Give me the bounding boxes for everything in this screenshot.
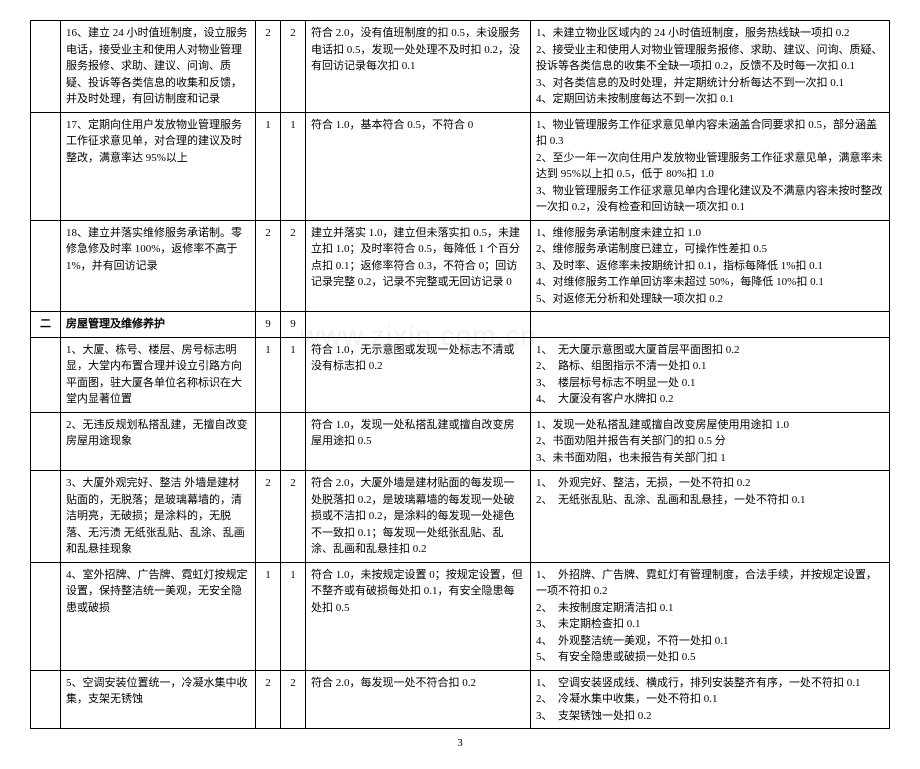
table-row: 16、建立 24 小时值班制度，设立服务电话，接受业主和使用人对物业管理服务报修…: [31, 21, 890, 113]
detail-cell: 1、 空调安装竖成线、横成行，排列安装整齐有序，一处不符扣 0.12、 冷凝水集…: [531, 670, 890, 729]
standard-cell: 建立并落实 1.0，建立但未落实扣 0.5，未建立扣 1.0；及时率符合 0.5…: [306, 220, 531, 312]
score2-cell: 1: [281, 562, 306, 670]
section-cell: [31, 112, 61, 220]
section-cell: [31, 562, 61, 670]
score2-cell: [281, 412, 306, 471]
detail-cell: 1、 无大厦示意图或大厦首层平面图扣 0.22、 路标、组图指示不清一处扣 0.…: [531, 337, 890, 412]
score1-cell: 1: [256, 112, 281, 220]
section-cell: [31, 220, 61, 312]
standard-cell: 符合 1.0，基本符合 0.5，不符合 0: [306, 112, 531, 220]
section-cell: [31, 412, 61, 471]
item-cell: 1、大厦、栋号、楼层、房号标志明显，大堂内布置合理并设立引路方向平面图，驻大厦各…: [61, 337, 256, 412]
table-row: 2、无违反规划私搭乱建，无擅自改变房屋用途现象符合 1.0，发现一处私搭乱建或擅…: [31, 412, 890, 471]
score2-cell: 2: [281, 471, 306, 563]
score2-cell: 1: [281, 112, 306, 220]
score1-cell: 2: [256, 471, 281, 563]
score1-cell: 9: [256, 312, 281, 338]
score2-cell: 9: [281, 312, 306, 338]
item-cell: 5、空调安装位置统一，冷凝水集中收集，支架无锈蚀: [61, 670, 256, 729]
score1-cell: [256, 412, 281, 471]
item-cell: 3、大厦外观完好、整洁 外墙是建材贴面的，无脱落；是玻璃幕墙的，清洁明亮，无破损…: [61, 471, 256, 563]
item-cell: 17、定期向住用户发放物业管理服务工作征求意见单，对合理的建议及时整改，满意率达…: [61, 112, 256, 220]
table-row: 18、建立并落实维修服务承诺制。零修急修及时率 100%，返修率不高于 1%，并…: [31, 220, 890, 312]
score1-cell: 1: [256, 337, 281, 412]
standard-cell: 符合 2.0，没有值班制度的扣 0.5，未设服务电话扣 0.5，发现一处处理不及…: [306, 21, 531, 113]
score1-cell: 2: [256, 21, 281, 113]
assessment-table: 16、建立 24 小时值班制度，设立服务电话，接受业主和使用人对物业管理服务报修…: [30, 20, 890, 729]
section-cell: 二: [31, 312, 61, 338]
score2-cell: 2: [281, 21, 306, 113]
detail-cell: 1、物业管理服务工作征求意见单内容未涵盖合同要求扣 0.5，部分涵盖扣 0.32…: [531, 112, 890, 220]
score1-cell: 2: [256, 670, 281, 729]
page-number: 3: [30, 737, 890, 749]
table-row: 二房屋管理及维修养护99: [31, 312, 890, 338]
item-cell: 房屋管理及维修养护: [61, 312, 256, 338]
item-cell: 4、室外招牌、广告牌、霓虹灯按规定设置，保持整洁统一美观，无安全隐患或破损: [61, 562, 256, 670]
item-cell: 2、无违反规划私搭乱建，无擅自改变房屋用途现象: [61, 412, 256, 471]
table-row: 3、大厦外观完好、整洁 外墙是建材贴面的，无脱落；是玻璃幕墙的，清洁明亮，无破损…: [31, 471, 890, 563]
standard-cell: 符合 1.0，未按规定设置 0；按规定设置，但不整齐或有破损每处扣 0.1，有安…: [306, 562, 531, 670]
score1-cell: 1: [256, 562, 281, 670]
item-cell: 18、建立并落实维修服务承诺制。零修急修及时率 100%，返修率不高于 1%，并…: [61, 220, 256, 312]
section-cell: [31, 337, 61, 412]
standard-cell: 符合 2.0，每发现一处不符合扣 0.2: [306, 670, 531, 729]
score2-cell: 1: [281, 337, 306, 412]
table-row: 4、室外招牌、广告牌、霓虹灯按规定设置，保持整洁统一美观，无安全隐患或破损11符…: [31, 562, 890, 670]
table-row: 1、大厦、栋号、楼层、房号标志明显，大堂内布置合理并设立引路方向平面图，驻大厦各…: [31, 337, 890, 412]
detail-cell: 1、 外观完好、整洁，无损，一处不符扣 0.22、 无纸张乱贴、乱涂、乱画和乱悬…: [531, 471, 890, 563]
score2-cell: 2: [281, 220, 306, 312]
section-cell: [31, 471, 61, 563]
standard-cell: 符合 1.0，发现一处私搭乱建或擅自改变房屋用途扣 0.5: [306, 412, 531, 471]
detail-cell: 1、发现一处私搭乱建或擅自改变房屋使用用途扣 1.02、书面劝阻并报告有关部门的…: [531, 412, 890, 471]
section-cell: [31, 21, 61, 113]
section-cell: [31, 670, 61, 729]
detail-cell: [531, 312, 890, 338]
detail-cell: 1、未建立物业区域内的 24 小时值班制度，服务热线缺一项扣 0.22、接受业主…: [531, 21, 890, 113]
score2-cell: 2: [281, 670, 306, 729]
score1-cell: 2: [256, 220, 281, 312]
item-cell: 16、建立 24 小时值班制度，设立服务电话，接受业主和使用人对物业管理服务报修…: [61, 21, 256, 113]
detail-cell: 1、 外招牌、广告牌、霓虹灯有管理制度，合法手续，并按规定设置，一项不符扣 0.…: [531, 562, 890, 670]
standard-cell: [306, 312, 531, 338]
detail-cell: 1、维修服务承诺制度未建立扣 1.02、维修服务承诺制度已建立，可操作性差扣 0…: [531, 220, 890, 312]
table-row: 17、定期向住用户发放物业管理服务工作征求意见单，对合理的建议及时整改，满意率达…: [31, 112, 890, 220]
standard-cell: 符合 2.0，大厦外墙是建材贴面的每发现一处脱落扣 0.2，是玻璃幕墙的每发现一…: [306, 471, 531, 563]
table-row: 5、空调安装位置统一，冷凝水集中收集，支架无锈蚀22符合 2.0，每发现一处不符…: [31, 670, 890, 729]
standard-cell: 符合 1.0，无示意图或发现一处标志不清或没有标志扣 0.2: [306, 337, 531, 412]
